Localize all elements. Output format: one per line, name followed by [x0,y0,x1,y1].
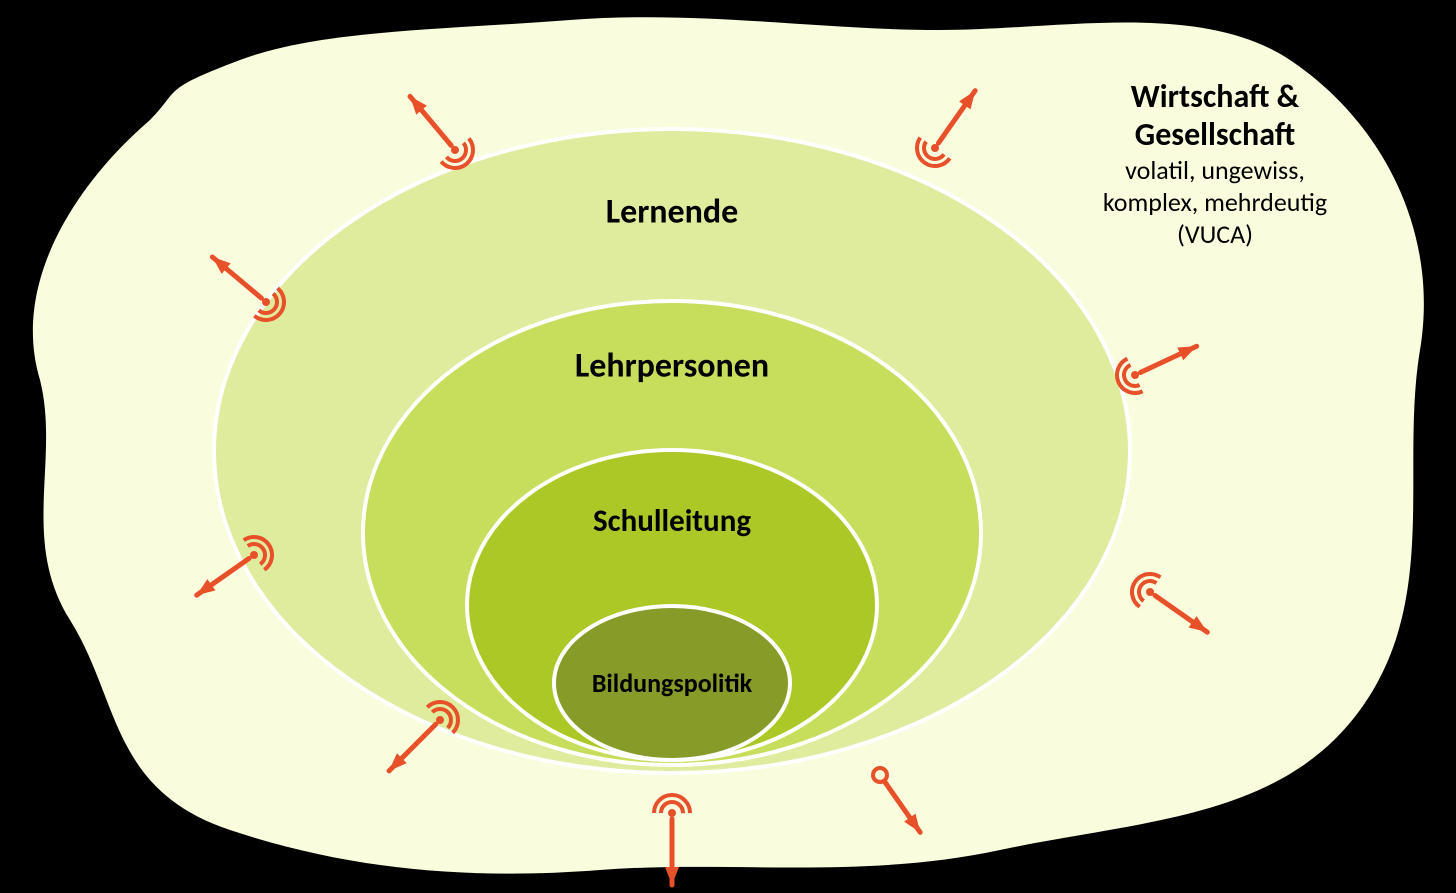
ellipse-label-2: Schulleitung [593,502,751,540]
ellipse-label-1: Lehrpersonen [575,346,769,387]
ellipse-label-3: Bildungspolitik [592,667,752,699]
title-bold-line: Gesellschaft [1065,116,1365,154]
title-normal-line: (VUCA) [1065,218,1365,250]
title-block: Wirtschaft &Gesellschaftvolatil, ungewis… [1065,78,1365,250]
diagram-stage: Wirtschaft &Gesellschaftvolatil, ungewis… [0,0,1456,893]
title-normal-line: komplex, mehrdeutig [1065,186,1365,218]
ellipse-label-0: Lernende [606,192,739,233]
title-normal-line: volatil, ungewiss, [1065,154,1365,186]
title-bold-line: Wirtschaft & [1065,78,1365,116]
